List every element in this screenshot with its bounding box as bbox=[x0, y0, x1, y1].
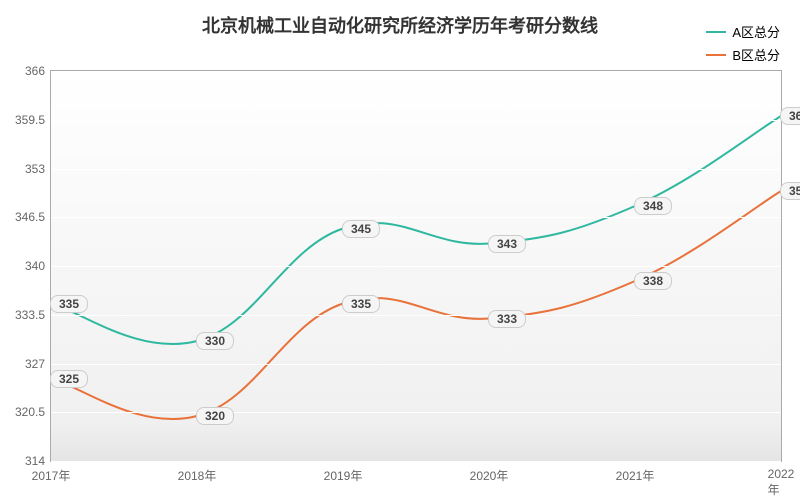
data-label: 335 bbox=[50, 295, 88, 313]
grid-line bbox=[51, 217, 781, 218]
data-label: 325 bbox=[50, 370, 88, 388]
series-line bbox=[51, 191, 781, 419]
y-tick-label: 359.5 bbox=[15, 113, 51, 127]
grid-line bbox=[51, 315, 781, 316]
grid-line bbox=[51, 71, 781, 72]
legend-swatch-a bbox=[706, 31, 726, 33]
data-label: 360 bbox=[780, 107, 800, 125]
legend-item-b: B区总分 bbox=[706, 45, 780, 64]
data-label: 348 bbox=[634, 197, 672, 215]
y-tick-label: 327 bbox=[25, 357, 51, 371]
y-tick-label: 366 bbox=[25, 64, 51, 78]
x-tick-label: 2020年 bbox=[470, 461, 509, 484]
data-label: 333 bbox=[488, 310, 526, 328]
x-tick-label: 2018年 bbox=[178, 461, 217, 484]
grid-line bbox=[51, 364, 781, 365]
data-label: 330 bbox=[196, 332, 234, 350]
grid-line bbox=[51, 461, 781, 462]
legend-label-b: B区总分 bbox=[732, 45, 780, 64]
grid-line bbox=[51, 169, 781, 170]
data-label: 335 bbox=[342, 295, 380, 313]
x-tick-label: 2021年 bbox=[616, 461, 655, 484]
y-tick-label: 346.5 bbox=[15, 210, 51, 224]
data-label: 350 bbox=[780, 182, 800, 200]
legend-swatch-b bbox=[706, 54, 726, 56]
x-tick-label: 2019年 bbox=[324, 461, 363, 484]
chart-container: 北京机械工业自动化研究所经济学历年考研分数线 A区总分 B区总分 314320.… bbox=[0, 0, 800, 500]
y-tick-label: 353 bbox=[25, 162, 51, 176]
legend: A区总分 B区总分 bbox=[706, 22, 780, 68]
chart-title: 北京机械工业自动化研究所经济学历年考研分数线 bbox=[0, 0, 800, 38]
data-label: 320 bbox=[196, 407, 234, 425]
series-line bbox=[51, 116, 781, 344]
data-label: 345 bbox=[342, 220, 380, 238]
grid-line bbox=[51, 266, 781, 267]
y-tick-label: 333.5 bbox=[15, 308, 51, 322]
data-label: 338 bbox=[634, 272, 672, 290]
legend-label-a: A区总分 bbox=[732, 22, 780, 41]
x-tick-label: 2017年 bbox=[32, 461, 71, 484]
y-tick-label: 340 bbox=[25, 259, 51, 273]
legend-item-a: A区总分 bbox=[706, 22, 780, 41]
data-label: 343 bbox=[488, 235, 526, 253]
grid-line bbox=[51, 120, 781, 121]
x-tick-label: 2022年 bbox=[768, 461, 795, 498]
plot-area: 314320.5327333.5340346.5353359.53662017年… bbox=[50, 70, 782, 462]
y-tick-label: 320.5 bbox=[15, 405, 51, 419]
grid-line bbox=[51, 412, 781, 413]
